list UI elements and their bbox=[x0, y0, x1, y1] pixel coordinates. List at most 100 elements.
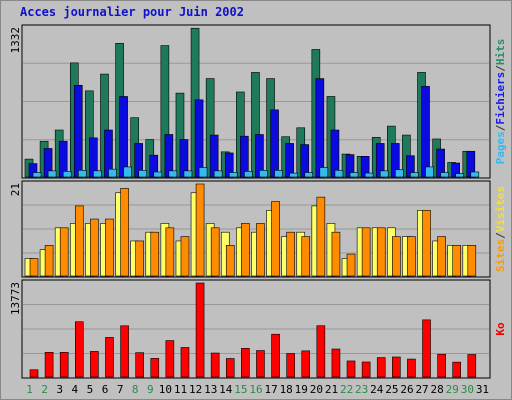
bar-pages-day-16 bbox=[259, 169, 268, 178]
bar-fichiers-day-7 bbox=[119, 96, 128, 178]
bar-pages-day-22 bbox=[349, 172, 359, 178]
bar-sites-day-12 bbox=[195, 183, 205, 277]
bar-pages-day-1 bbox=[32, 172, 42, 178]
bar-pages-day-8 bbox=[138, 169, 147, 178]
bar-sites-day-23 bbox=[361, 227, 371, 277]
bar-ko-day-21 bbox=[331, 348, 341, 378]
x-tick-label: 2 bbox=[41, 383, 48, 396]
bar-sites-day-11 bbox=[180, 236, 190, 277]
legend-item: Pages bbox=[494, 131, 507, 164]
bar-ko-day-22 bbox=[346, 360, 356, 378]
bar-ko-day-13 bbox=[210, 352, 220, 378]
legend-item: / bbox=[494, 232, 507, 239]
bar-fichiers-day-19 bbox=[300, 144, 310, 178]
y-max-label-top: 1332 bbox=[9, 27, 22, 54]
x-tick-label: 20 bbox=[310, 383, 323, 396]
y-max-label-mid: 21 bbox=[9, 183, 22, 196]
legend-item: Sites bbox=[494, 239, 507, 272]
bar-sites-day-25 bbox=[392, 236, 401, 277]
bar-sites-day-14 bbox=[225, 245, 235, 277]
bar-pages-day-30 bbox=[470, 171, 480, 178]
bar-fichiers-day-12 bbox=[194, 99, 204, 178]
bar-sites-day-9 bbox=[150, 231, 160, 277]
bar-sites-day-5 bbox=[90, 218, 99, 277]
bar-ko-day-14 bbox=[225, 358, 235, 378]
bar-ko-day-18 bbox=[286, 353, 295, 378]
bar-pages-day-18 bbox=[289, 172, 298, 178]
bar-sites-day-6 bbox=[105, 218, 114, 277]
bar-pages-day-5 bbox=[93, 170, 102, 178]
x-tick-label: 1 bbox=[26, 383, 33, 396]
x-tick-label: 10 bbox=[159, 383, 172, 396]
x-tick-label: 26 bbox=[400, 383, 413, 396]
x-tick-label: 30 bbox=[461, 383, 474, 396]
bar-ko-day-10 bbox=[165, 340, 175, 378]
x-tick-label: 11 bbox=[174, 383, 187, 396]
bar-pages-day-11 bbox=[183, 170, 193, 178]
bar-ko-day-29 bbox=[452, 361, 462, 378]
bar-ko-day-19 bbox=[301, 350, 311, 378]
bar-ko-day-20 bbox=[316, 325, 326, 378]
x-tick-label: 13 bbox=[204, 383, 217, 396]
bar-pages-day-26 bbox=[410, 172, 419, 178]
x-tick-label: 25 bbox=[385, 383, 398, 396]
x-tick-label: 16 bbox=[249, 383, 262, 396]
bar-sites-day-3 bbox=[59, 227, 69, 277]
bar-pages-day-20 bbox=[319, 167, 329, 178]
bar-fichiers-day-21 bbox=[330, 129, 340, 178]
x-tick-label: 12 bbox=[189, 383, 202, 396]
bar-pages-day-24 bbox=[379, 170, 389, 178]
bar-ko-day-6 bbox=[105, 337, 114, 378]
x-tick-label: 6 bbox=[102, 383, 109, 396]
bar-fichiers-day-20 bbox=[315, 78, 325, 178]
bar-ko-day-26 bbox=[407, 358, 416, 378]
bar-ko-day-28 bbox=[437, 353, 446, 378]
x-tick-label: 19 bbox=[295, 383, 308, 396]
bar-sites-day-24 bbox=[376, 227, 386, 277]
bar-pages-day-19 bbox=[304, 172, 314, 178]
bar-sites-day-18 bbox=[286, 231, 295, 277]
bar-pages-day-23 bbox=[364, 172, 374, 178]
x-tick-label: 18 bbox=[280, 383, 293, 396]
bar-sites-day-17 bbox=[271, 201, 280, 277]
bar-ko-day-11 bbox=[180, 347, 190, 378]
legend-item: Visites bbox=[494, 186, 507, 232]
bar-sites-day-16 bbox=[256, 223, 265, 277]
bar-pages-day-7 bbox=[123, 166, 132, 178]
bar-pages-day-6 bbox=[108, 168, 117, 178]
bar-pages-day-9 bbox=[153, 171, 163, 178]
x-tick-label: 23 bbox=[355, 383, 368, 396]
bar-ko-day-15 bbox=[241, 348, 250, 378]
bar-sites-day-29 bbox=[452, 245, 462, 277]
bar-sites-day-1 bbox=[29, 258, 39, 277]
bar-pages-day-3 bbox=[62, 171, 72, 178]
bar-sites-day-20 bbox=[316, 196, 326, 277]
bar-fichiers-day-18 bbox=[285, 143, 294, 178]
bar-pages-day-12 bbox=[198, 167, 208, 178]
x-tick-label: 21 bbox=[325, 383, 338, 396]
legend-item: Hits bbox=[494, 39, 507, 66]
bar-ko-day-25 bbox=[392, 356, 401, 378]
bar-ko-day-5 bbox=[90, 351, 99, 378]
x-tick-label: 3 bbox=[56, 383, 63, 396]
bar-pages-day-10 bbox=[168, 170, 178, 178]
bar-fichiers-day-27 bbox=[421, 86, 430, 178]
bar-ko-day-24 bbox=[376, 357, 386, 378]
bar-ko-day-3 bbox=[59, 351, 69, 378]
bar-sites-day-7 bbox=[120, 188, 129, 277]
legend-bot: Ko bbox=[494, 322, 507, 336]
chart-title: Acces journalier pour Juin 2002 bbox=[20, 5, 244, 19]
legend-top: Pages/Fichiers/Hits bbox=[494, 39, 507, 165]
bar-pages-day-21 bbox=[334, 169, 344, 178]
bar-sites-day-15 bbox=[241, 223, 250, 277]
bar-fichiers-day-17 bbox=[270, 109, 279, 178]
x-tick-label: 29 bbox=[446, 383, 459, 396]
bar-ko-day-9 bbox=[150, 358, 160, 378]
bar-pages-day-13 bbox=[213, 170, 223, 178]
bar-sites-day-10 bbox=[165, 227, 175, 277]
bar-sites-day-19 bbox=[301, 236, 311, 277]
bar-sites-day-13 bbox=[210, 227, 220, 277]
x-tick-label: 7 bbox=[117, 383, 124, 396]
